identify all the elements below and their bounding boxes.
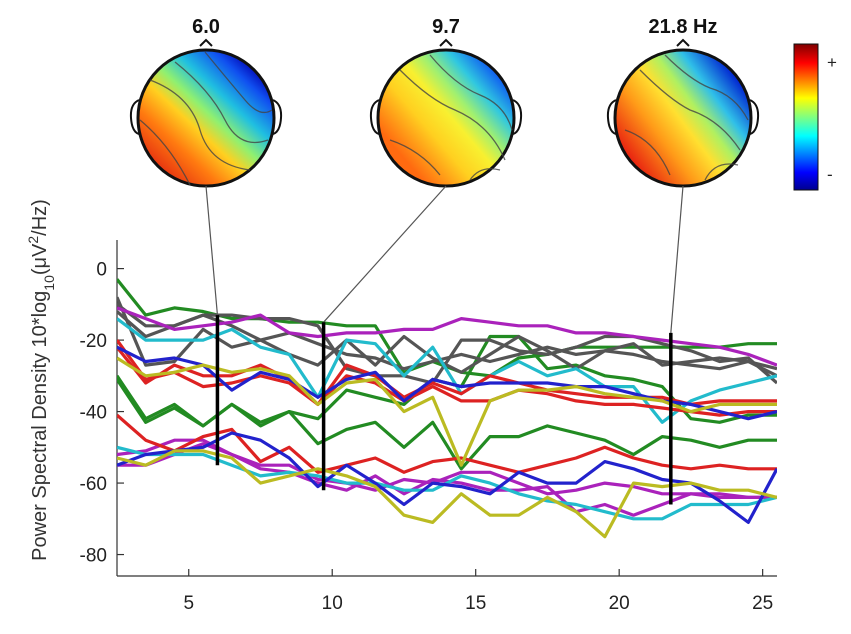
colorbar-min-label: - xyxy=(827,165,833,184)
y-tick-label: -80 xyxy=(80,546,107,567)
topomap-2-label: 9.7 xyxy=(432,16,460,38)
y-tick-label: 0 xyxy=(96,260,107,281)
series-line-7 xyxy=(117,306,777,367)
topomap-2 xyxy=(369,38,523,188)
series-line-15 xyxy=(117,431,777,525)
topomap-connector-1 xyxy=(205,185,219,316)
topomap-connector-2 xyxy=(323,185,447,323)
y-tick-label: -60 xyxy=(80,474,107,495)
x-tick-label: 25 xyxy=(752,593,773,614)
colorbar-max-label: + xyxy=(827,53,837,72)
series-line-17 xyxy=(117,449,777,539)
x-tick-label: 15 xyxy=(465,593,486,614)
series-line-14 xyxy=(117,346,777,406)
y-axis-label: Power Spectral Density 10*log10(μV2/Hz) xyxy=(25,199,57,561)
series-line-5 xyxy=(117,310,777,385)
series-line-11 xyxy=(117,445,777,521)
y-tick-label: -40 xyxy=(80,403,107,424)
x-tick-label: 5 xyxy=(183,593,194,614)
series-line-12 xyxy=(117,339,777,417)
y-ticks: 0 -20 -40 -60 -80 xyxy=(80,260,124,567)
topomap-3-label: 21.8 Hz xyxy=(649,16,718,38)
series-line-10 xyxy=(117,317,777,424)
series-line-18 xyxy=(117,356,777,467)
series-layer xyxy=(117,278,777,539)
x-tick-label: 10 xyxy=(322,593,343,614)
colorbar xyxy=(793,43,819,191)
y-tick-label: -20 xyxy=(80,331,107,352)
topomap-1 xyxy=(129,38,283,188)
series-line-13 xyxy=(117,413,777,474)
x-tick-label: 20 xyxy=(609,593,630,614)
topomap-3 xyxy=(606,38,760,188)
series-line-4 xyxy=(117,296,777,374)
series-line-3 xyxy=(117,378,777,471)
topomap-1-label: 6.0 xyxy=(192,16,220,38)
topomap-connector-3 xyxy=(670,185,684,333)
x-ticks: 5 10 15 20 25 xyxy=(183,569,773,614)
marker-layer xyxy=(205,185,684,505)
